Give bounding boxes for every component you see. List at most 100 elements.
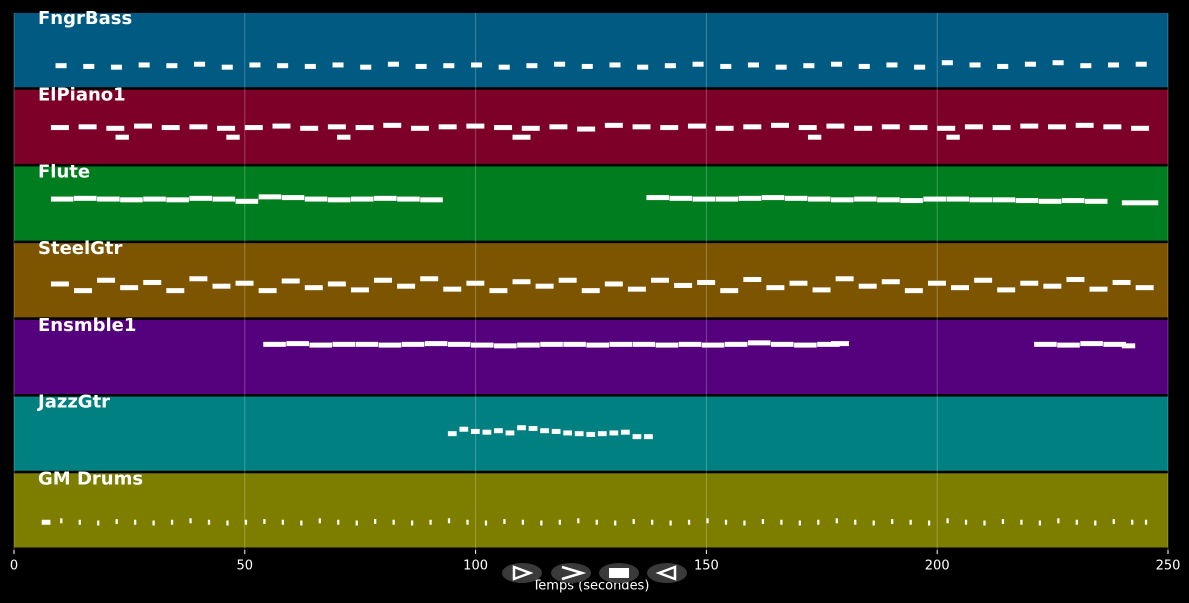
back-icon	[655, 565, 677, 581]
note	[581, 63, 593, 69]
note	[466, 519, 469, 525]
note	[1107, 62, 1120, 68]
note	[106, 125, 125, 131]
note	[235, 198, 259, 204]
note	[55, 63, 67, 69]
note	[807, 196, 831, 202]
note	[498, 64, 510, 70]
note	[743, 277, 762, 283]
note	[318, 518, 321, 524]
track-lane	[14, 319, 1168, 395]
note	[817, 341, 840, 347]
note	[41, 519, 51, 525]
note	[1075, 122, 1094, 128]
note	[826, 123, 845, 129]
x-tick-label: 150	[694, 559, 719, 574]
note	[387, 61, 399, 67]
note	[632, 434, 642, 440]
note	[881, 279, 900, 285]
note	[692, 196, 716, 202]
note	[244, 125, 263, 131]
note	[512, 134, 531, 140]
note	[74, 288, 92, 294]
note	[780, 519, 783, 525]
note	[189, 276, 208, 282]
note	[574, 431, 584, 437]
track-lane	[14, 243, 1168, 318]
note	[115, 519, 118, 525]
note	[332, 62, 344, 68]
note	[459, 426, 469, 432]
note	[337, 134, 351, 140]
note	[858, 283, 877, 289]
note	[355, 520, 358, 526]
note	[558, 277, 577, 283]
note	[743, 124, 762, 130]
note	[927, 280, 946, 286]
note	[609, 341, 633, 347]
note	[775, 64, 787, 70]
note	[166, 63, 178, 69]
note	[858, 63, 870, 69]
note	[964, 519, 968, 525]
note	[807, 134, 822, 140]
note	[327, 281, 346, 287]
note	[115, 134, 129, 140]
note	[909, 519, 912, 525]
note	[512, 279, 531, 285]
play-button[interactable]	[502, 563, 542, 583]
note	[134, 519, 137, 525]
note	[258, 288, 277, 294]
note	[304, 63, 316, 69]
note	[946, 134, 960, 140]
note	[974, 277, 993, 283]
note	[424, 341, 448, 347]
note	[443, 286, 462, 292]
note	[60, 518, 63, 524]
note	[872, 520, 875, 526]
play-icon	[512, 565, 534, 581]
note	[78, 124, 97, 130]
note	[355, 125, 374, 131]
note	[189, 195, 212, 201]
note	[138, 62, 150, 68]
note	[120, 197, 143, 203]
note	[438, 124, 457, 130]
note	[900, 198, 923, 204]
note	[447, 431, 457, 437]
note	[337, 519, 340, 525]
note	[1135, 285, 1154, 291]
note	[327, 197, 351, 203]
note	[632, 124, 651, 130]
note	[747, 340, 771, 346]
note	[1061, 198, 1085, 204]
note	[784, 195, 808, 201]
note	[1080, 341, 1103, 347]
note	[997, 287, 1016, 293]
note	[701, 342, 725, 348]
note	[217, 125, 236, 131]
note	[761, 519, 765, 525]
note	[189, 518, 192, 524]
note	[586, 342, 609, 348]
note	[350, 287, 369, 293]
note	[886, 62, 898, 68]
note	[660, 125, 679, 131]
note	[798, 520, 801, 526]
back-button[interactable]	[647, 563, 687, 583]
forward-button[interactable]	[551, 563, 591, 583]
note	[97, 277, 116, 283]
note	[281, 278, 300, 284]
note	[946, 196, 970, 202]
note	[669, 520, 672, 526]
note	[420, 197, 443, 203]
note	[470, 342, 494, 348]
note	[674, 282, 693, 288]
note	[1001, 519, 1005, 525]
note	[724, 519, 728, 525]
note	[914, 64, 926, 70]
note	[374, 277, 393, 283]
note	[415, 63, 427, 69]
